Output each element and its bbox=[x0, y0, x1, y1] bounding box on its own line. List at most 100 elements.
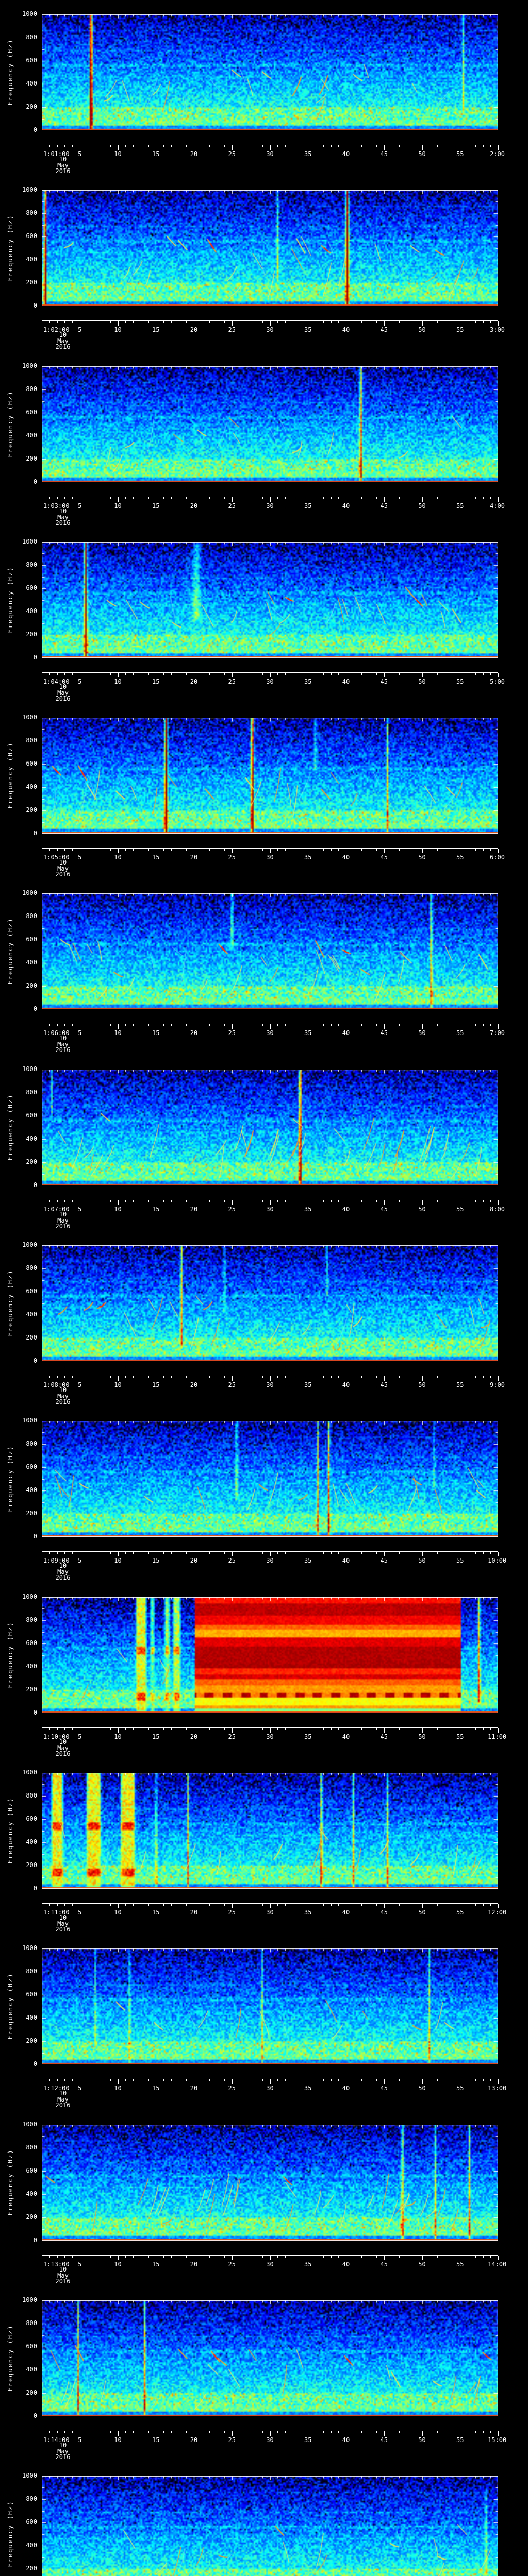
time-axis-tick bbox=[118, 2256, 119, 2260]
time-axis-tick bbox=[361, 2079, 362, 2081]
y-tick-label: 800 bbox=[26, 1440, 37, 1447]
time-tick-label: 30 bbox=[266, 678, 274, 685]
time-tick-label: 25 bbox=[228, 2084, 236, 2092]
time-axis-tick bbox=[475, 849, 476, 851]
time-axis-tick bbox=[64, 1200, 65, 1202]
end-time-label: 7:00 bbox=[490, 1029, 505, 1037]
start-time-label: 1:02:00 bbox=[43, 326, 70, 333]
y-tick-label: 800 bbox=[26, 385, 37, 393]
time-axis-tick bbox=[72, 1200, 73, 1202]
y-tick-label: 400 bbox=[26, 1486, 37, 1494]
time-axis-tick bbox=[72, 2256, 73, 2258]
time-tick-label: 20 bbox=[190, 1206, 198, 1213]
y-axis-label: Frequency (Hz) bbox=[7, 566, 14, 633]
spectrogram-canvas bbox=[42, 542, 498, 658]
time-tick-label: 40 bbox=[342, 1557, 350, 1564]
date-line: May bbox=[57, 2447, 69, 2455]
time-axis-tick bbox=[384, 145, 385, 150]
time-axis-tick bbox=[133, 2431, 134, 2433]
time-axis-tick bbox=[437, 1904, 438, 1906]
time-axis-tick bbox=[72, 1024, 73, 1026]
time-axis-tick bbox=[209, 1024, 210, 1026]
time-axis: 5 10 15 20 25 30 35 40 45 50 55 1:11:00 12:00 10 May 20… bbox=[42, 1903, 506, 1934]
spectrogram-canvas bbox=[42, 893, 498, 1009]
y-tick-label: 200 bbox=[26, 2213, 37, 2221]
end-time-label: 8:00 bbox=[490, 1206, 505, 1213]
y-tick-label: 400 bbox=[26, 432, 37, 439]
time-axis-tick bbox=[110, 321, 111, 323]
y-tick-label: 400 bbox=[26, 80, 37, 87]
y-tick-label: 1000 bbox=[22, 889, 37, 896]
time-axis-tick bbox=[171, 1200, 172, 1202]
time-axis-tick bbox=[444, 1728, 446, 1730]
time-axis-tick bbox=[247, 1376, 248, 1378]
time-tick-label: 55 bbox=[456, 1557, 464, 1564]
time-axis-tick bbox=[262, 1200, 263, 1202]
time-axis-tick bbox=[285, 1200, 286, 1202]
time-tick-label: 40 bbox=[342, 150, 350, 158]
time-tick-label: 15 bbox=[152, 326, 160, 333]
time-axis-tick bbox=[64, 1376, 65, 1378]
spectrogram-canvas bbox=[42, 1070, 498, 1185]
time-tick-label: 35 bbox=[304, 1909, 312, 1916]
start-time-label: 1:08:00 bbox=[43, 1381, 70, 1388]
time-axis-tick bbox=[338, 1552, 339, 1554]
time-axis-tick bbox=[209, 1200, 210, 1202]
time-tick-label: 45 bbox=[380, 1909, 388, 1916]
time-axis-line bbox=[42, 672, 498, 673]
date-line: 2016 bbox=[55, 695, 71, 702]
y-tick-label: 800 bbox=[26, 561, 37, 568]
time-axis-tick bbox=[285, 2079, 286, 2081]
time-axis-tick bbox=[224, 2079, 225, 2081]
time-tick-label: 25 bbox=[228, 1381, 236, 1388]
time-axis-line bbox=[42, 2255, 498, 2256]
date-line: 10 bbox=[59, 507, 67, 515]
time-axis-tick bbox=[399, 1376, 400, 1378]
y-tick-label: 800 bbox=[26, 33, 37, 41]
time-axis-tick bbox=[490, 2431, 491, 2433]
time-tick-label: 10 bbox=[114, 2436, 122, 2444]
time-axis-tick bbox=[323, 849, 324, 851]
time-axis-tick bbox=[285, 145, 286, 147]
time-axis-tick bbox=[148, 1904, 149, 1906]
time-axis-tick bbox=[277, 2079, 278, 2081]
time-tick-label: 10 bbox=[114, 1909, 122, 1916]
y-tick-label: 200 bbox=[26, 806, 37, 814]
time-tick-label: 45 bbox=[380, 1206, 388, 1213]
time-tick-label: 50 bbox=[418, 678, 426, 685]
time-tick-label: 10 bbox=[114, 150, 122, 158]
time-axis-tick bbox=[490, 321, 491, 323]
time-axis-tick bbox=[247, 2431, 248, 2433]
time-axis-tick bbox=[270, 1728, 271, 1733]
y-tick-label: 200 bbox=[26, 1861, 37, 1869]
time-axis-tick bbox=[361, 2256, 362, 2258]
time-axis-tick bbox=[437, 1728, 438, 1730]
time-axis-tick bbox=[331, 2079, 332, 2081]
time-axis-tick bbox=[224, 321, 225, 323]
time-axis-tick bbox=[338, 1728, 339, 1730]
time-tick-label: 45 bbox=[380, 1557, 388, 1564]
time-tick-label: 45 bbox=[380, 326, 388, 333]
time-axis-tick bbox=[125, 849, 126, 851]
y-tick-label: 1000 bbox=[22, 714, 37, 721]
y-tick-label: 1000 bbox=[22, 2296, 37, 2303]
time-axis-tick bbox=[247, 2079, 248, 2081]
time-axis-tick bbox=[376, 673, 377, 675]
time-tick-label: 30 bbox=[266, 2084, 274, 2092]
y-tick-label: 200 bbox=[26, 455, 37, 462]
date-label: 10 May 2016 bbox=[47, 1739, 79, 1757]
time-axis-tick bbox=[444, 145, 446, 147]
time-axis-tick bbox=[209, 2079, 210, 2081]
y-tick-label: 0 bbox=[33, 2236, 37, 2244]
date-line: May bbox=[57, 1040, 69, 1048]
time-axis-tick bbox=[361, 849, 362, 851]
time-axis-tick bbox=[163, 1024, 164, 1026]
time-axis-tick bbox=[125, 1376, 126, 1378]
time-axis-tick bbox=[262, 1376, 263, 1378]
time-axis-tick bbox=[110, 1904, 111, 1906]
time-axis-tick bbox=[277, 1376, 278, 1378]
time-axis-tick bbox=[331, 1200, 332, 1202]
time-axis-tick bbox=[186, 849, 187, 851]
y-tick-label: 400 bbox=[26, 1838, 37, 1845]
time-axis-tick bbox=[224, 2431, 225, 2433]
